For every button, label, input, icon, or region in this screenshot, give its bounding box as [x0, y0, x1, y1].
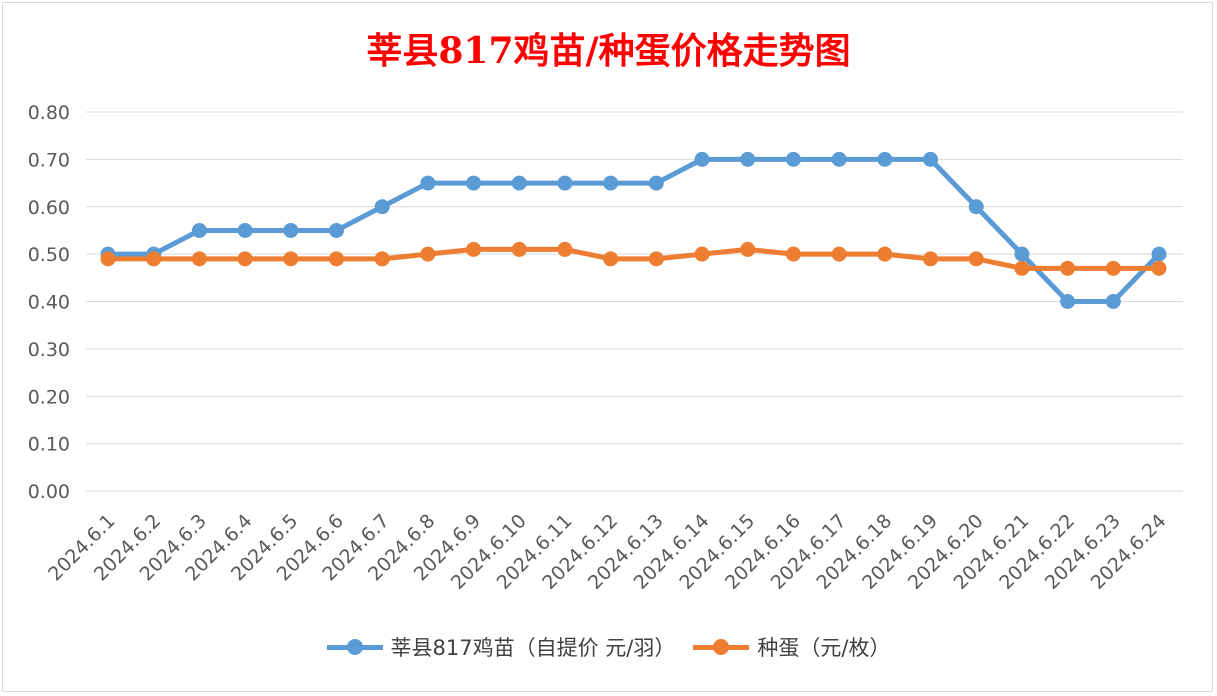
- point-s0-11: [603, 176, 618, 191]
- point-s1-23: [1152, 261, 1167, 276]
- point-s0-14: [740, 152, 755, 167]
- legend-item-egg[interactable]: 种蛋（元/枚）: [693, 632, 890, 662]
- point-s0-5: [329, 223, 344, 238]
- point-s1-14: [740, 242, 755, 257]
- y-tick-label-6: 0.60: [28, 197, 70, 219]
- y-tick-label-1: 0.10: [28, 434, 70, 456]
- point-s0-19: [969, 199, 984, 214]
- point-s1-17: [877, 247, 892, 262]
- point-s1-2: [192, 251, 207, 266]
- point-s1-9: [512, 242, 527, 257]
- y-tick-label-3: 0.30: [28, 339, 70, 361]
- x-axis: 2024.6.12024.6.22024.6.32024.6.42024.6.5…: [44, 510, 1170, 594]
- point-s1-22: [1106, 261, 1121, 276]
- series-line-0: [108, 159, 1159, 301]
- y-tick-label-0: 0.00: [28, 481, 70, 503]
- point-s0-20: [1014, 247, 1029, 262]
- point-s0-12: [649, 176, 664, 191]
- gridlines: [86, 112, 1183, 491]
- point-s1-3: [238, 251, 253, 266]
- point-s0-13: [695, 152, 710, 167]
- point-s0-16: [832, 152, 847, 167]
- point-s1-21: [1060, 261, 1075, 276]
- y-axis: 0.00 0.10 0.20 0.30 0.40 0.50 0.60 0.70 0.80: [28, 102, 70, 503]
- point-s1-19: [969, 251, 984, 266]
- legend-swatch-chick: [327, 637, 383, 657]
- legend-swatch-egg: [693, 637, 749, 657]
- series-lines: [108, 159, 1159, 301]
- point-s0-4: [283, 223, 298, 238]
- point-s0-3: [238, 223, 253, 238]
- point-s0-7: [420, 176, 435, 191]
- legend: 莘县817鸡苗（自提价 元/羽） 种蛋（元/枚）: [0, 632, 1217, 662]
- point-s1-10: [557, 242, 572, 257]
- point-s1-12: [649, 251, 664, 266]
- point-s1-6: [375, 251, 390, 266]
- point-s0-21: [1060, 294, 1075, 309]
- point-s0-22: [1106, 294, 1121, 309]
- y-tick-label-4: 0.40: [28, 292, 70, 314]
- y-tick-label-7: 0.70: [28, 149, 70, 171]
- point-s0-18: [923, 152, 938, 167]
- point-s1-20: [1014, 261, 1029, 276]
- y-tick-label-2: 0.20: [28, 386, 70, 408]
- legend-label-egg: 种蛋（元/枚）: [757, 632, 890, 662]
- point-s1-4: [283, 251, 298, 266]
- point-s0-2: [192, 223, 207, 238]
- point-s0-10: [557, 176, 572, 191]
- legend-label-chick: 莘县817鸡苗（自提价 元/羽）: [391, 632, 676, 662]
- point-s0-6: [375, 199, 390, 214]
- point-s1-13: [695, 247, 710, 262]
- point-s1-5: [329, 251, 344, 266]
- point-s0-23: [1152, 247, 1167, 262]
- point-s0-9: [512, 176, 527, 191]
- legend-item-chick[interactable]: 莘县817鸡苗（自提价 元/羽）: [327, 632, 676, 662]
- point-s0-15: [786, 152, 801, 167]
- point-s1-8: [466, 242, 481, 257]
- point-s1-11: [603, 251, 618, 266]
- point-s1-1: [146, 251, 161, 266]
- point-s1-18: [923, 251, 938, 266]
- point-s0-17: [877, 152, 892, 167]
- point-s1-7: [420, 247, 435, 262]
- point-s1-15: [786, 247, 801, 262]
- y-tick-label-8: 0.80: [28, 102, 70, 124]
- point-s1-16: [832, 247, 847, 262]
- point-s0-8: [466, 176, 481, 191]
- point-s1-0: [101, 251, 116, 266]
- y-tick-label-5: 0.50: [28, 244, 70, 266]
- series-line-1: [108, 249, 1159, 268]
